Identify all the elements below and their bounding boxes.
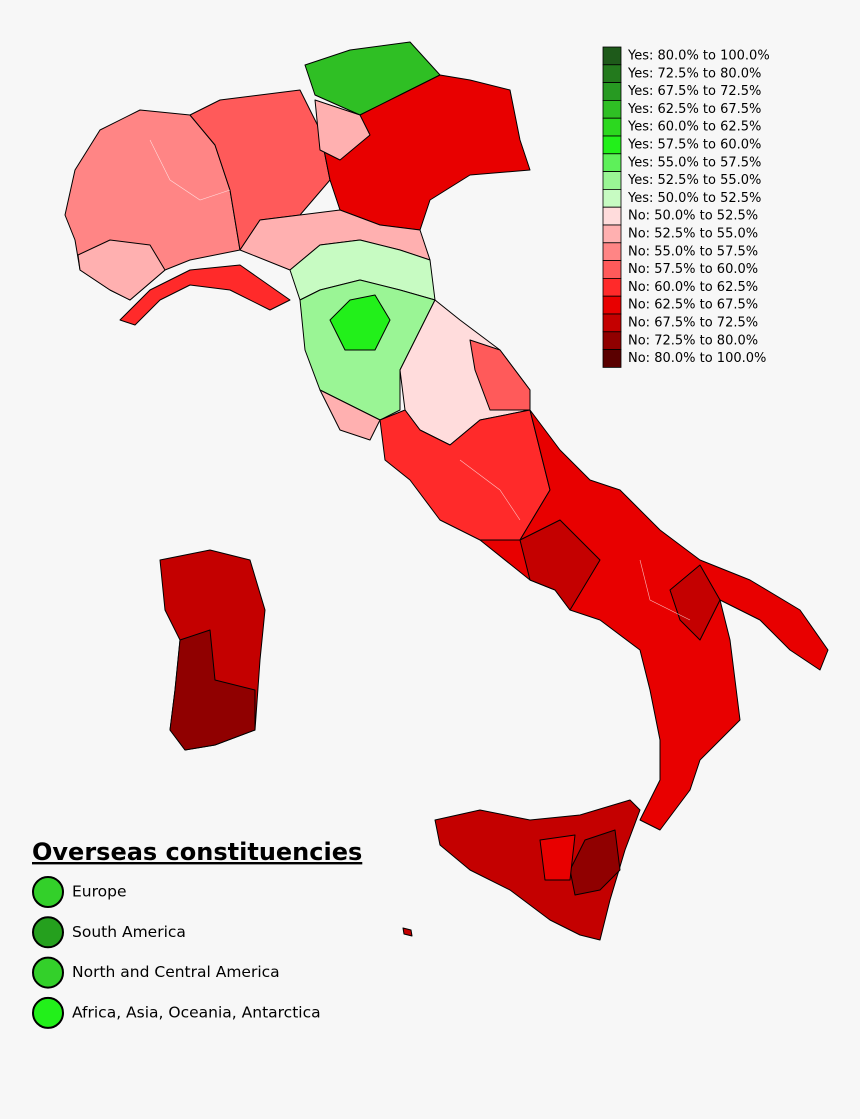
overseas-marker: [32, 996, 64, 1029]
overseas-marker: [32, 916, 64, 949]
region: [77, 239, 166, 301]
legend-swatch: [602, 188, 622, 208]
legend-label: No: 67.5% to 72.5%: [628, 316, 758, 331]
legend-label: Yes: 67.5% to 72.5%: [627, 84, 761, 99]
legend-swatch: [602, 331, 622, 350]
legend-label: No: 80.0% to 100.0%: [628, 351, 766, 366]
legend-label: No: 52.5% to 55.0%: [628, 227, 758, 242]
island: [402, 927, 413, 937]
region: [119, 264, 291, 326]
region: [519, 519, 601, 611]
overseas-marker: [32, 876, 64, 908]
legend-swatch: [602, 46, 622, 66]
legend-label: No: 50.0% to 52.5%: [628, 209, 758, 224]
legend-swatch: [602, 100, 622, 119]
region: [189, 89, 331, 251]
region: [329, 294, 391, 351]
border: [149, 139, 231, 201]
legend-swatch: [602, 206, 622, 226]
overseas-label: North and Central America: [72, 963, 280, 981]
legend-swatch: [602, 64, 622, 84]
border: [639, 559, 691, 621]
legend-label: Yes: 80.0% to 100.0%: [627, 49, 770, 64]
legend-swatch: [602, 349, 622, 368]
legend-label: Yes: 50.0% to 52.5%: [627, 191, 761, 206]
legend-swatch: [602, 277, 622, 297]
legend-label: No: 55.0% to 57.5%: [628, 244, 758, 259]
legend-label: Yes: 52.5% to 55.0%: [627, 173, 761, 188]
legend-label: No: 62.5% to 67.5%: [628, 298, 758, 313]
border: [459, 459, 521, 521]
legend-swatch: [602, 117, 622, 137]
legend-label: Yes: 62.5% to 67.5%: [627, 102, 761, 117]
legend-swatch: [602, 313, 622, 333]
legend-swatch: [602, 242, 622, 262]
region: [434, 799, 641, 941]
legend-label: Yes: 72.5% to 80.0%: [627, 66, 761, 81]
legend-swatch: [602, 153, 622, 173]
region: [314, 99, 371, 161]
legend: Yes: 80.0% to 100.0% Yes: 72.5% to 80.0% Y…: [602, 46, 770, 368]
overseas-label: South America: [72, 923, 186, 941]
overseas-label: Europe: [72, 883, 127, 901]
overseas-title: Overseas constituencies: [32, 838, 362, 866]
legend-label: No: 72.5% to 80.0%: [628, 333, 758, 348]
legend-label: Yes: 55.0% to 57.5%: [627, 155, 761, 170]
legend-swatch: [602, 295, 622, 315]
legend-label: No: 57.5% to 60.0%: [628, 262, 758, 277]
region: [669, 564, 721, 641]
legend-label: Yes: 57.5% to 60.0%: [627, 138, 761, 153]
legend-swatch: [602, 224, 622, 244]
legend-swatch: [602, 260, 622, 279]
region: [539, 834, 576, 881]
legend-label: Yes: 60.0% to 62.5%: [627, 120, 761, 135]
region: [479, 409, 829, 831]
overseas-legend: Overseas constituencies Europe South Amer…: [32, 838, 362, 1029]
italy-map: [64, 41, 829, 941]
overseas-marker: [32, 956, 64, 989]
overseas-label: Africa, Asia, Oceania, Antarctica: [72, 1003, 321, 1021]
legend-swatch: [602, 171, 622, 190]
region: [319, 389, 381, 441]
legend-swatch: [602, 82, 622, 101]
legend-swatch: [602, 135, 622, 155]
region: [169, 629, 256, 751]
legend-label: No: 60.0% to 62.5%: [628, 280, 758, 295]
